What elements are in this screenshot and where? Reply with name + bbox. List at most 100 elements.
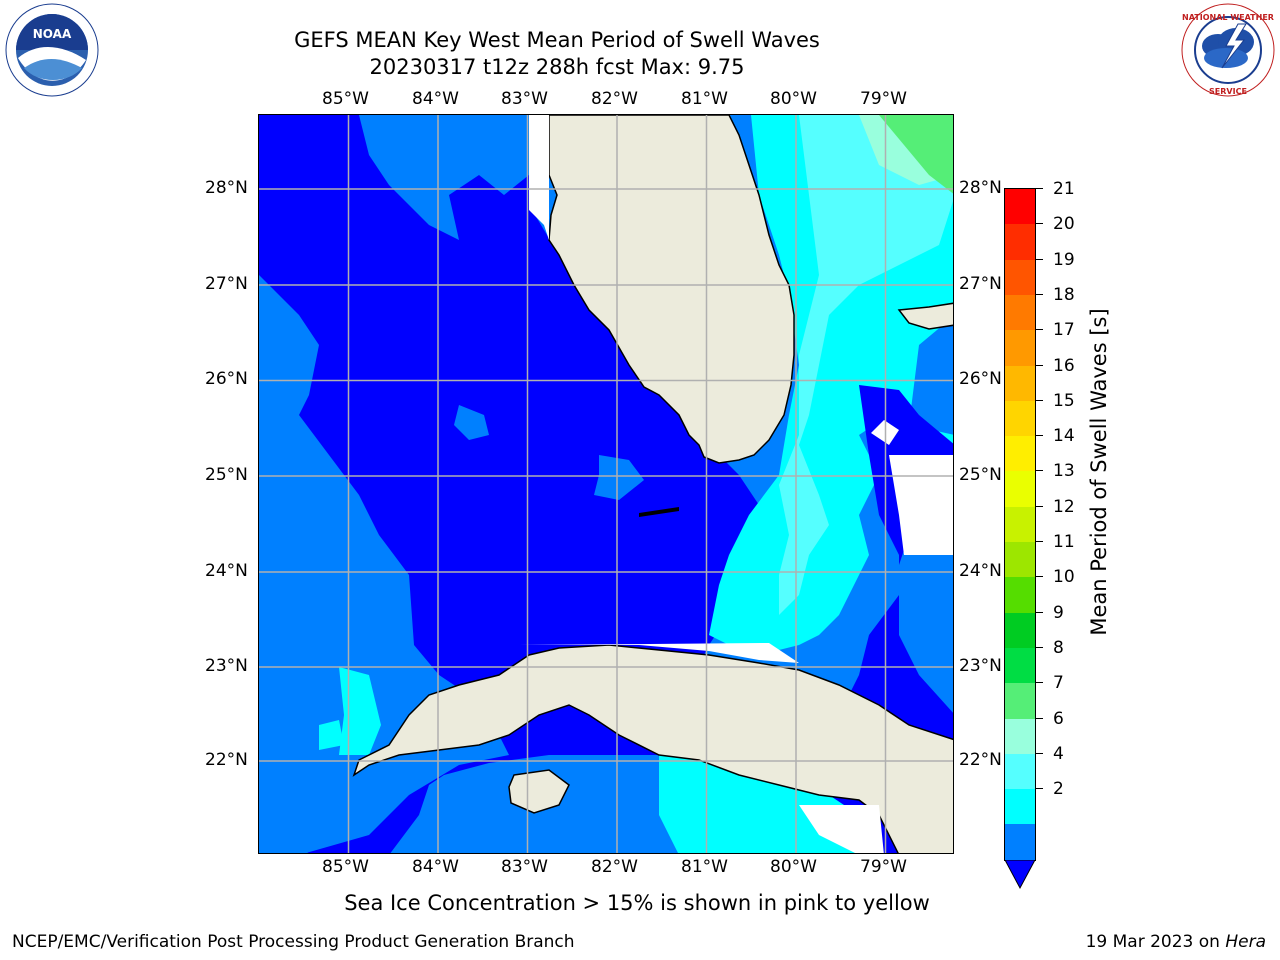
colorbar-tick-mark xyxy=(1035,576,1043,578)
lon-label: 81°W xyxy=(681,89,728,109)
colorbar-tick-label: 17 xyxy=(1053,320,1075,341)
svg-text:SERVICE: SERVICE xyxy=(1209,87,1247,96)
colorbar-band xyxy=(1005,824,1035,861)
lat-label: 27°N xyxy=(205,274,248,294)
lon-label: 81°W xyxy=(681,857,728,877)
colorbar-tick-mark xyxy=(1035,435,1043,437)
colorbar-tick-label: 12 xyxy=(1053,496,1075,517)
colorbar-band xyxy=(1005,718,1035,755)
lat-label: 28°N xyxy=(959,178,1002,198)
colorbar-tick-mark xyxy=(1035,258,1043,260)
colorbar-tick-label: 16 xyxy=(1053,355,1075,376)
lon-label: 80°W xyxy=(770,857,817,877)
footer-credit: NCEP/EMC/Verification Post Processing Pr… xyxy=(12,932,575,952)
colorbar-tick-mark xyxy=(1035,611,1043,613)
lat-label: 22°N xyxy=(959,750,1002,770)
swell-west-cyan-a xyxy=(339,667,381,755)
masked-area-florida-west xyxy=(529,115,549,240)
noaa-logo: NOAA xyxy=(2,2,102,102)
colorbar-tick-label: 20 xyxy=(1053,214,1075,235)
colorbar-tick-label: 15 xyxy=(1053,390,1075,411)
colorbar-tick-mark xyxy=(1035,364,1043,366)
lon-label: 85°W xyxy=(322,89,369,109)
colorbar-tick-label: 8 xyxy=(1053,637,1064,658)
colorbar-extend-arrow xyxy=(1005,859,1035,889)
masked-area-cuba-north xyxy=(519,643,799,663)
lat-label: 26°N xyxy=(959,369,1002,389)
lon-label: 79°W xyxy=(860,89,907,109)
lon-label: 84°W xyxy=(412,857,459,877)
lon-label: 80°W xyxy=(770,89,817,109)
colorbar-tick-label: 7 xyxy=(1053,673,1064,694)
map-canvas xyxy=(259,115,953,853)
colorbar-band xyxy=(1005,471,1035,508)
swell-west-cyan-b xyxy=(319,720,344,750)
lat-label: 25°N xyxy=(959,465,1002,485)
colorbar-tick-mark xyxy=(1035,329,1043,331)
colorbar-tick-mark xyxy=(1035,399,1043,401)
colorbar-tick-label: 21 xyxy=(1053,179,1075,199)
sea-ice-note: Sea Ice Concentration > 15% is shown in … xyxy=(344,891,930,915)
swell-9-10-east xyxy=(879,115,953,194)
lon-label: 82°W xyxy=(591,89,638,109)
lat-label: 28°N xyxy=(205,178,248,198)
colorbar-band xyxy=(1005,683,1035,719)
cuba-land xyxy=(352,644,953,853)
lon-label: 83°W xyxy=(501,89,548,109)
colorbar-tick-mark xyxy=(1035,541,1043,542)
nws-logo: NATIONAL WEATHER SERVICE xyxy=(1178,2,1278,102)
isla-de-la-juventud xyxy=(508,769,570,814)
colorbar-tick-label: 14 xyxy=(1053,426,1075,447)
colorbar-tick-mark xyxy=(1035,223,1043,225)
swell-2-4-west-patch xyxy=(259,115,529,240)
lat-label: 24°N xyxy=(959,561,1002,581)
lat-label: 26°N xyxy=(205,369,248,389)
swell-2-4-patch-b xyxy=(594,455,644,500)
swell-7-8-east xyxy=(779,115,953,615)
footer-date: 19 Mar 2023 on Hera xyxy=(1086,932,1266,952)
masked-area-east-bahamas xyxy=(889,455,953,555)
colorbar xyxy=(1004,188,1036,889)
colorbar-band xyxy=(1005,647,1035,684)
footer-host: Hera xyxy=(1225,932,1266,952)
svg-text:NATIONAL WEATHER: NATIONAL WEATHER xyxy=(1182,13,1274,22)
colorbar-tick-label: 2 xyxy=(1053,779,1064,800)
masked-area-south-east xyxy=(799,805,884,853)
colorbar-band xyxy=(1005,189,1035,225)
colorbar-band xyxy=(1005,330,1035,366)
colorbar-tick-mark xyxy=(1035,752,1043,754)
florida-land xyxy=(548,115,795,464)
lon-label: 83°W xyxy=(501,857,548,877)
colorbar-tick-label: 11 xyxy=(1053,532,1075,552)
footer-date-text: 19 Mar 2023 on xyxy=(1085,932,1226,952)
colorbar-tick-mark xyxy=(1035,293,1043,295)
colorbar-tick-mark xyxy=(1035,788,1043,790)
colorbar-tick-mark xyxy=(1035,682,1043,684)
colorbar-tick-label: 19 xyxy=(1053,249,1075,270)
colorbar-tick-label: 4 xyxy=(1053,743,1064,764)
chart-subtitle: 20230317 t12z 288h fcst Max: 9.75 xyxy=(369,55,745,79)
colorbar-band xyxy=(1005,506,1035,543)
lon-label: 84°W xyxy=(412,89,459,109)
colorbar-band xyxy=(1005,400,1035,437)
lat-label: 22°N xyxy=(205,750,248,770)
colorbar-tick-label: 9 xyxy=(1053,602,1064,623)
colorbar-tick-label: 10 xyxy=(1053,567,1075,588)
lat-label: 27°N xyxy=(959,274,1002,294)
colorbar-band xyxy=(1005,365,1035,402)
colorbar-band xyxy=(1005,259,1035,296)
lon-label: 79°W xyxy=(860,857,907,877)
swell-2-4-patch-a xyxy=(454,405,489,440)
gridlines xyxy=(259,115,953,853)
colorbar-title: Mean Period of Swell Waves [s] xyxy=(1087,308,1111,636)
colorbar-tick-mark xyxy=(1035,470,1043,472)
colorbar-tick-mark xyxy=(1035,188,1043,189)
noaa-logo-text: NOAA xyxy=(33,27,72,41)
chart-title: GEFS MEAN Key West Mean Period of Swell … xyxy=(294,28,820,52)
colorbar-band xyxy=(1005,753,1035,790)
colorbar-band xyxy=(1005,577,1035,614)
lon-label: 85°W xyxy=(322,857,369,877)
colorbar-band xyxy=(1005,542,1035,578)
map-panel[interactable] xyxy=(258,114,954,854)
lat-label: 23°N xyxy=(959,656,1002,676)
